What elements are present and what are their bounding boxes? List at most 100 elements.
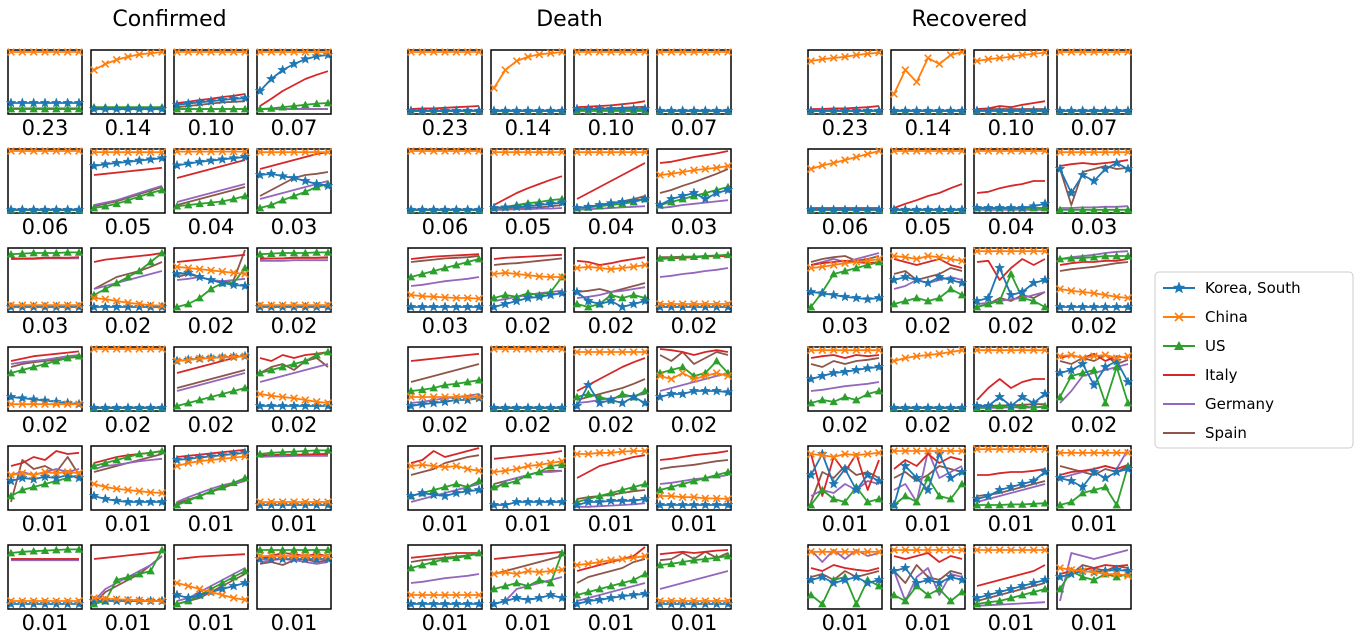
series-point-K [5, 598, 17, 609]
series-point-K [922, 402, 934, 413]
series-point-K [311, 553, 323, 564]
series-point-K [1111, 355, 1123, 366]
series-point-K [911, 577, 923, 588]
series-point-U [1018, 500, 1027, 508]
series-point-U [112, 199, 121, 208]
series-point-U [995, 500, 1004, 509]
series-point-U [18, 104, 27, 113]
series-point-C [124, 595, 132, 604]
series-point-K [899, 402, 911, 413]
series-point-K [39, 471, 51, 482]
series-point-U [667, 365, 676, 374]
series-line-I [976, 564, 1046, 587]
series-point-U [923, 296, 933, 305]
series-point-C [441, 147, 449, 155]
series-point-C [701, 300, 710, 308]
series-point-C [535, 460, 544, 469]
series-point-K [182, 267, 194, 278]
weight-label: 0.01 [22, 611, 69, 635]
series-point-C [278, 498, 287, 506]
series-point-U [1067, 497, 1076, 506]
series-point-C [1078, 354, 1087, 362]
series-line-I [93, 252, 163, 263]
series-point-K [1028, 105, 1040, 116]
series-point-U [572, 392, 582, 401]
series-point-U [229, 386, 238, 395]
series-point-U [935, 584, 944, 593]
series-point-K [499, 201, 511, 213]
series-point-K [322, 49, 334, 60]
series-point-K [88, 301, 100, 312]
series-point-K [439, 301, 451, 312]
series-point-C [1018, 51, 1027, 59]
series-point-C [1029, 49, 1038, 58]
series-point-U [1089, 205, 1099, 214]
series-point-U [957, 479, 967, 488]
series-point-K [556, 402, 568, 413]
weight-label: 0.02 [905, 314, 952, 338]
series-point-K [5, 475, 17, 486]
series-point-C [158, 48, 166, 56]
series-point-U [157, 446, 167, 455]
series-point-C [1029, 147, 1038, 155]
series-point-K [462, 598, 474, 609]
weight-label: 0.02 [105, 314, 152, 338]
series-point-K [488, 402, 500, 413]
series-point-K [277, 170, 289, 181]
series-point-C [75, 400, 83, 409]
subplot: 0.06 [805, 147, 885, 239]
series-point-K [1028, 397, 1040, 408]
series-point-K [971, 493, 983, 504]
weight-label: 0.23 [22, 116, 69, 140]
series-point-K [254, 499, 266, 510]
series-point-U [1101, 398, 1110, 407]
series-point-U [923, 473, 933, 482]
weight-label: 0.06 [22, 215, 69, 239]
series-point-C [241, 270, 249, 278]
series-line-I [976, 378, 1045, 401]
series-point-K [5, 391, 17, 402]
subplot: 0.02 [805, 346, 885, 437]
subplot-frame [256, 148, 332, 214]
series-point-C [18, 597, 27, 605]
series-point-C [63, 468, 72, 476]
series-point-C [656, 597, 664, 605]
series-point-C [124, 486, 132, 494]
series-point-K [73, 598, 85, 609]
legend-frame [1154, 271, 1354, 449]
series-point-C [512, 465, 521, 473]
series-point-C [256, 301, 264, 310]
series-point-C [618, 48, 627, 56]
series-point-K [616, 495, 628, 506]
series-point-C [301, 148, 310, 157]
subplot: 0.06 [5, 147, 85, 239]
series-point-C [946, 255, 955, 263]
weight-label: 0.01 [188, 512, 235, 536]
series-point-C [429, 147, 438, 155]
series-point-C [818, 451, 827, 460]
series-point-K [488, 202, 500, 213]
series-point-U [63, 353, 72, 362]
subplot: 0.01 [805, 445, 885, 536]
series-point-U [1018, 293, 1027, 302]
series-line-S [659, 351, 729, 365]
series-point-C [278, 48, 287, 56]
series-point-U [912, 293, 921, 302]
weight-label: 0.01 [188, 611, 235, 635]
series-point-U [1055, 254, 1065, 263]
series-point-K [133, 103, 145, 114]
series-point-U [1089, 575, 1099, 584]
series-point-C [301, 301, 310, 310]
series-point-K [1016, 391, 1028, 402]
series-point-C [1124, 148, 1132, 157]
series-point-C [241, 147, 249, 156]
series-point-K [1122, 301, 1134, 312]
series-point-C [207, 266, 215, 275]
series-point-U [463, 257, 472, 266]
series-line-I [810, 564, 880, 572]
series-line-I [410, 253, 480, 260]
series-point-C [924, 351, 932, 359]
series-point-U [89, 203, 99, 212]
series-point-K [145, 153, 157, 165]
series-point-K [1088, 379, 1100, 390]
